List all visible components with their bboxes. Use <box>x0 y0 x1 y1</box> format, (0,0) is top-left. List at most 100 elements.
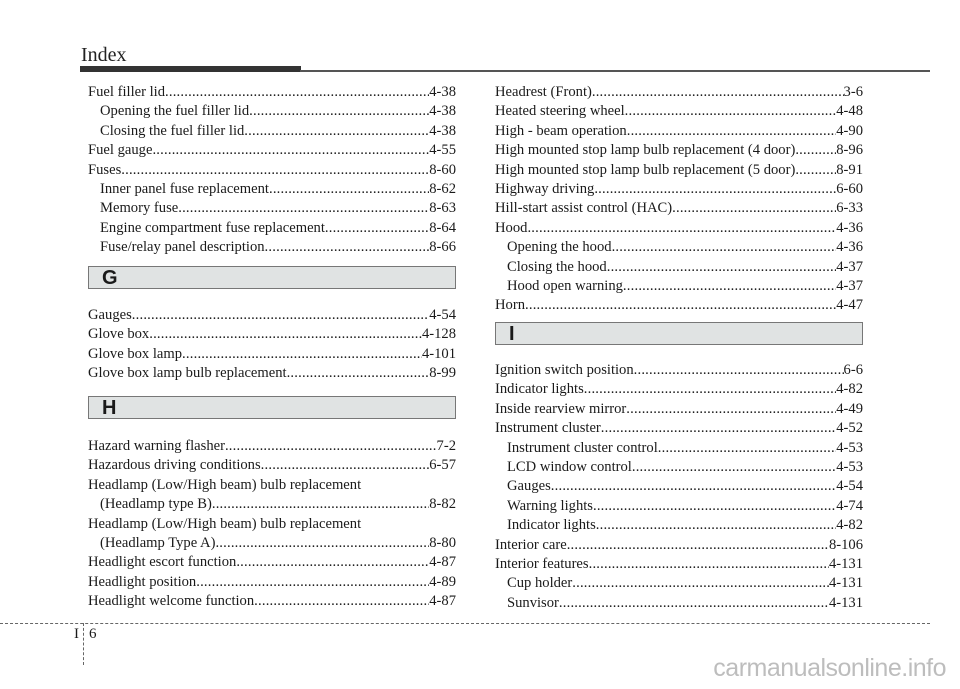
index-entry: Headlamp (Low/High beam) bulb replacemen… <box>88 476 456 495</box>
entry-text: Headlight position <box>88 573 197 590</box>
index-entry: Interior features 4-131 <box>495 555 863 574</box>
leader-dots <box>626 400 836 419</box>
entry-page: 4-36 <box>836 239 863 256</box>
leader-dots <box>625 102 837 121</box>
leader-dots <box>627 122 837 141</box>
entry-page: 8-64 <box>429 219 456 236</box>
entry-text: Inside rearview mirror <box>495 400 627 417</box>
index-entry: High mounted stop lamp bulb replacement … <box>495 141 863 160</box>
entry-text: Interior care <box>495 536 567 553</box>
index-entry: Sunvisor 4-131 <box>495 594 863 613</box>
index-entry: Instrument cluster control 4-53 <box>495 439 863 458</box>
entry-text: Opening the fuel filler lid <box>100 103 250 120</box>
leader-dots <box>269 180 429 199</box>
entry-page: 4-74 <box>836 497 863 514</box>
leader-dots <box>152 141 429 160</box>
index-entry: Engine compartment fuse replacement 8-64 <box>88 219 456 238</box>
leader-dots <box>584 380 836 399</box>
leader-dots <box>527 219 836 238</box>
entry-text: Gauges <box>88 307 132 323</box>
entry-text: Indicator lights <box>495 381 584 398</box>
leader-dots <box>121 161 429 180</box>
index-entry: Closing the hood 4-37 <box>495 258 863 277</box>
leader-dots <box>601 419 836 438</box>
index-entry: Inner panel fuse replacement 8-62 <box>88 180 456 199</box>
index-entry: Memory fuse 8-63 <box>88 199 456 218</box>
entry-page: 6-57 <box>429 457 456 474</box>
index-entry: Heated steering wheel 4-48 <box>495 102 863 121</box>
entry-page: 4-37 <box>836 278 863 295</box>
index-entry: Hood 4-36 <box>495 219 863 238</box>
index-entry: (Headlamp type B) 8-82 <box>88 495 456 514</box>
entry-text: Headlight escort function <box>88 554 237 571</box>
leader-dots <box>149 325 422 344</box>
index-entry: Glove box lamp bulb replacement 8-99 <box>88 364 456 383</box>
entry-page: 4-128 <box>421 326 456 343</box>
index-entry: Fuel filler lid 4-38 <box>88 83 456 102</box>
index-entry: Opening the hood 4-36 <box>495 238 863 257</box>
entry-text: Headrest (Front) <box>495 84 592 100</box>
index-entry: Glove box lamp 4-101 <box>88 345 456 364</box>
index-entry: Indicator lights 4-82 <box>495 516 863 535</box>
leader-dots <box>287 364 430 383</box>
entry-page: 4-55 <box>429 142 456 159</box>
entry-page: 6-33 <box>836 200 863 217</box>
entry-text: Fuse/relay panel description <box>100 239 265 256</box>
leader-dots <box>572 574 829 593</box>
entry-page: 4-54 <box>429 307 456 323</box>
entry-page: 4-37 <box>836 258 863 275</box>
index-list-h-right: Headrest (Front) 3-6 Heated steering wheel… <box>495 83 863 316</box>
leader-dots <box>607 258 837 277</box>
watermark: carmanualsonline.info <box>713 654 946 682</box>
leader-dots <box>658 439 836 458</box>
entry-text: Memory fuse <box>100 200 179 217</box>
entry-page: 4-89 <box>429 573 456 590</box>
index-entry: Highway driving 6-60 <box>495 180 863 199</box>
entry-page: 4-38 <box>429 84 456 100</box>
index-entry: Ignition switch position 6-6 <box>495 361 863 380</box>
section-header-g: G <box>88 266 456 289</box>
entry-page: 3-6 <box>843 84 863 100</box>
entry-text: Interior features <box>495 556 589 573</box>
footer-rule <box>0 623 930 624</box>
entry-page: 4-131 <box>828 594 863 611</box>
leader-dots <box>525 296 836 315</box>
leader-dots <box>623 277 836 296</box>
leader-dots <box>567 536 829 555</box>
entry-page: 8-63 <box>429 200 456 217</box>
index-entry: Headrest (Front) 3-6 <box>495 83 863 102</box>
leader-dots <box>236 553 429 572</box>
entry-text: High - beam operation <box>495 122 627 139</box>
index-entry: Fuses 8-60 <box>88 161 456 180</box>
entry-page: 6-60 <box>836 181 863 198</box>
entry-text: Inner panel fuse replacement <box>100 181 269 198</box>
footer-section: I <box>74 626 79 642</box>
index-entry: Warning lights 4-74 <box>495 497 863 516</box>
entry-text: Hazardous driving conditions <box>88 457 261 474</box>
page-title: Index <box>81 44 127 66</box>
entry-text: High mounted stop lamp bulb replacement … <box>495 161 796 178</box>
entry-text: Indicator lights <box>507 517 596 534</box>
index-entry: Fuse/relay panel description 8-66 <box>88 238 456 257</box>
index-entry: Headlamp (Low/High beam) bulb replacemen… <box>88 515 456 534</box>
index-entry: Cup holder 4-131 <box>495 574 863 593</box>
index-entry: Hazard warning flasher 7-2 <box>88 437 456 456</box>
entry-text: (Headlamp type B) <box>100 496 212 513</box>
index-list-g: Gauges 4-54 Glove box 4-128 Glove box lamp 4-… <box>88 306 456 384</box>
leader-dots <box>795 141 836 160</box>
leader-dots <box>249 102 429 121</box>
section-header-i: I <box>495 322 863 345</box>
index-entry: Gauges 4-54 <box>495 477 863 496</box>
entry-text: Fuel gauge <box>88 142 153 159</box>
leader-dots <box>795 161 836 180</box>
entry-page: 4-52 <box>836 420 863 437</box>
entry-text: Gauges <box>507 478 551 495</box>
entry-text: Hill-start assist control (HAC) <box>495 200 673 217</box>
entry-page: 4-48 <box>836 103 863 120</box>
index-entry: Hazardous driving conditions 6-57 <box>88 456 456 475</box>
leader-dots <box>612 238 837 257</box>
entry-page: 4-49 <box>836 400 863 417</box>
entry-page: 4-131 <box>828 556 863 573</box>
entry-page: 8-62 <box>429 181 456 198</box>
